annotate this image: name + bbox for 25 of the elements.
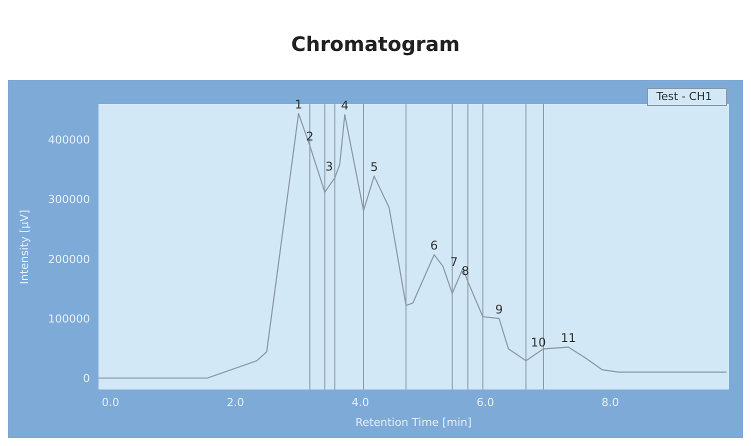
y-axis-title: Intensity [µV] (18, 210, 31, 284)
annotation: 7 (450, 254, 458, 269)
text: Test - CH1 (656, 90, 712, 103)
chart-title: Chromatogram (290, 31, 461, 58)
annotation: 11 (560, 331, 576, 346)
x-tick-label: 0.0 (102, 396, 120, 409)
annotation: 1 (294, 98, 302, 112)
annotation: 5 (370, 160, 378, 174)
annotation: 8 (462, 264, 470, 278)
annotation: 4 (340, 98, 349, 113)
y-tick-label: 200000 (48, 252, 90, 266)
annotation: 3 (325, 160, 333, 174)
y-tick-label: 0 (83, 372, 90, 385)
annotation: 10 (530, 335, 546, 350)
x-axis-title: Retention Time [min] (355, 416, 472, 429)
y-tick-label: 400000 (48, 134, 90, 147)
annotation: 9 (495, 302, 503, 316)
annotation: 6 (430, 238, 438, 253)
x-tick-label: 6.0 (476, 396, 494, 409)
x-tick-label: 4.0 (352, 396, 370, 409)
x-tick-label: 8.0 (602, 396, 620, 409)
x-tick-label: 2.0 (226, 396, 244, 409)
annotation: 2 (306, 130, 314, 144)
y-tick-label: 300000 (48, 193, 90, 206)
y-tick-label: 100000 (48, 312, 90, 326)
